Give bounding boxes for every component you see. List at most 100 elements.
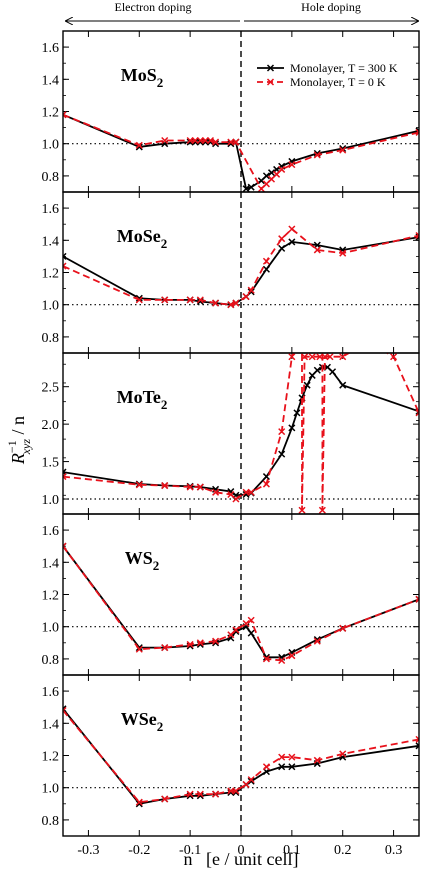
y-axis-label-tail: / n [8, 416, 28, 439]
data-point-t0 [232, 299, 240, 307]
data-point-t0 [339, 249, 347, 257]
y-tick-label: 1.0 [42, 299, 60, 314]
data-point-t0 [242, 619, 250, 628]
data-point-t300 [278, 450, 286, 458]
panel-title-sub: 2 [161, 397, 168, 412]
data-point-t0 [196, 136, 204, 145]
data-point-t0 [186, 296, 194, 304]
y-tick-label: 1.0 [42, 493, 60, 508]
panel-title-main: MoTe [117, 387, 161, 407]
data-point-t0 [313, 246, 321, 254]
data-point-t0 [247, 488, 255, 496]
data-point-t0 [186, 640, 194, 648]
data-point-t0 [201, 136, 209, 145]
y-tick-label: 1.6 [42, 202, 60, 217]
series-group [63, 705, 419, 808]
data-point-t300 [262, 265, 270, 273]
data-point-t300 [278, 763, 286, 771]
data-point-t0 [63, 473, 67, 481]
data-point-t0 [313, 756, 321, 764]
data-point-t0 [161, 136, 169, 145]
data-point-t300 [278, 244, 286, 252]
data-point-t0 [278, 235, 286, 243]
y-axis-label: R−1xyz / n [5, 416, 33, 465]
data-point-t0 [288, 652, 296, 660]
data-point-t0 [135, 141, 143, 149]
data-point-t0 [415, 128, 419, 136]
y-tick-label: 2.0 [42, 418, 60, 433]
data-point-t300 [63, 705, 67, 713]
data-point-t0 [232, 495, 240, 503]
panel-mose2: 0.8 1.0 1.2 1.4 1.6 MoSe2 [42, 191, 420, 354]
data-point-t0 [415, 409, 419, 417]
legend-marker [266, 78, 275, 86]
panel-title-main: WS [125, 548, 153, 568]
panel-title-main: WSe [121, 709, 157, 729]
data-point-t300 [303, 381, 311, 389]
data-point-t0 [415, 595, 419, 603]
data-point-t0 [196, 296, 204, 304]
data-point-t0 [318, 506, 326, 514]
data-point-t300 [247, 183, 255, 191]
data-point-t0 [339, 624, 347, 632]
y-tick-label: 0.8 [42, 653, 60, 668]
data-point-t300 [415, 742, 419, 750]
data-point-t300 [288, 763, 296, 771]
data-point-t300 [262, 172, 270, 180]
data-point-t0 [161, 482, 169, 490]
data-point-t0 [161, 644, 169, 652]
data-point-t0 [390, 353, 398, 361]
hole-doping-label: Hole doping [301, 0, 361, 14]
x-axis-label: n [e / unit cell] [184, 849, 299, 869]
x-tick-label: 0.2 [334, 843, 352, 858]
panel-mote2: 1.0 1.5 2.0 2.5 MoTe2 [42, 352, 420, 515]
data-point-t0 [415, 231, 419, 240]
doping-header: Electron doping Hole doping [66, 0, 418, 21]
y-tick-label: 1.6 [42, 685, 60, 700]
data-point-t0 [301, 353, 309, 361]
data-point-t0 [262, 655, 270, 663]
data-point-t0 [339, 146, 347, 154]
panel-title-sub: 2 [153, 558, 160, 573]
data-point-t0 [242, 488, 250, 496]
data-point-t0 [212, 790, 220, 798]
data-point-t300 [339, 381, 347, 389]
data-point-t0 [227, 138, 235, 146]
series-line-t300 [63, 545, 419, 659]
data-point-t0 [313, 151, 321, 159]
series-group [63, 225, 419, 309]
panel-title: MoS2 [121, 65, 164, 90]
x-tick-label: -0.3 [77, 843, 99, 858]
panel-ws2: 0.8 1.0 1.2 1.4 1.6 WS2 [42, 513, 420, 676]
y-axis-label-main: R [8, 453, 28, 465]
data-point-t0 [186, 483, 194, 491]
data-point-t0 [161, 795, 169, 803]
data-point-t0 [321, 353, 329, 361]
data-point-t300 [293, 409, 301, 417]
x-tick-label: -0.1 [179, 843, 201, 858]
panel-mos2: 0.8 1.0 1.2 1.4 1.6 MoS2 [42, 30, 420, 193]
data-point-t300 [288, 238, 296, 246]
data-point-t0 [186, 136, 194, 145]
y-tick-label: 1.4 [42, 556, 60, 571]
y-tick-label: 1.2 [42, 267, 60, 282]
y-tick-label: 1.4 [42, 234, 60, 249]
data-point-t0 [415, 735, 419, 743]
y-axis-label-sub: xyz [19, 439, 33, 456]
data-point-t0 [63, 706, 67, 714]
data-point-t300 [288, 424, 296, 432]
data-point-t0 [288, 225, 296, 233]
y-axis-label-sup: −1 [5, 440, 19, 453]
y-tick-label: 1.6 [42, 524, 60, 539]
data-point-t300 [313, 366, 321, 374]
y-tick-label: 1.4 [42, 717, 60, 732]
electron-doping-label: Electron doping [115, 0, 192, 14]
x-tick-label: -0.2 [128, 843, 150, 858]
data-point-t0 [232, 626, 240, 634]
data-point-t300 [267, 169, 276, 177]
data-point-t300 [232, 627, 240, 636]
data-point-t0 [135, 798, 143, 806]
data-point-t0 [278, 165, 286, 173]
x-tick-label: 0.3 [385, 843, 403, 858]
data-point-t0 [63, 262, 67, 270]
